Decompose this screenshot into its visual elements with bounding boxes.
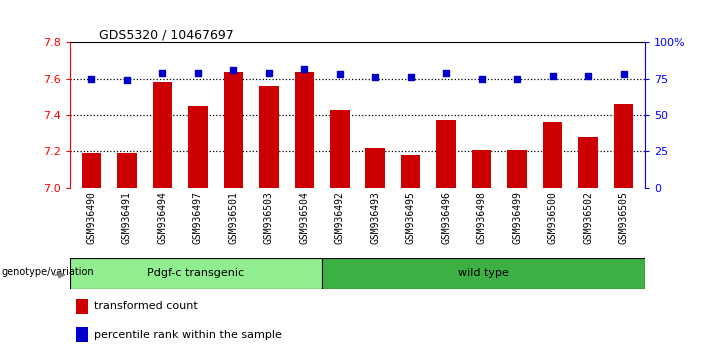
Bar: [70, 258, 322, 289]
Bar: [437, 120, 456, 188]
Text: GSM936491: GSM936491: [122, 191, 132, 244]
Bar: [294, 72, 314, 188]
Point: [441, 70, 452, 76]
Bar: [322, 258, 645, 289]
Bar: [117, 153, 137, 188]
Text: percentile rank within the sample: percentile rank within the sample: [94, 330, 282, 339]
Bar: [401, 155, 421, 188]
Text: GDS5320 / 10467697: GDS5320 / 10467697: [99, 28, 233, 41]
Text: GSM936505: GSM936505: [618, 191, 629, 244]
Bar: [330, 110, 350, 188]
Text: GSM936492: GSM936492: [335, 191, 345, 244]
Bar: [614, 104, 634, 188]
Text: GSM936493: GSM936493: [370, 191, 380, 244]
Point: [334, 72, 346, 77]
Bar: [259, 86, 278, 188]
Point: [228, 67, 239, 73]
Point: [547, 73, 558, 79]
Text: GSM936504: GSM936504: [299, 191, 309, 244]
Bar: [543, 122, 562, 188]
Bar: [81, 153, 101, 188]
Text: GSM936498: GSM936498: [477, 191, 486, 244]
Point: [121, 78, 132, 83]
Text: GSM936495: GSM936495: [406, 191, 416, 244]
Point: [299, 66, 310, 72]
Text: transformed count: transformed count: [94, 301, 198, 311]
Point: [476, 76, 487, 82]
Point: [263, 70, 274, 76]
Bar: [472, 149, 491, 188]
Bar: [365, 148, 385, 188]
Bar: [188, 106, 207, 188]
Point: [369, 74, 381, 80]
Text: wild type: wild type: [458, 268, 509, 279]
Text: GSM936501: GSM936501: [229, 191, 238, 244]
Point: [86, 76, 97, 82]
Text: GSM936490: GSM936490: [86, 191, 97, 244]
Text: GSM936503: GSM936503: [264, 191, 274, 244]
Bar: [76, 299, 88, 314]
Text: genotype/variation: genotype/variation: [1, 267, 94, 277]
Point: [405, 74, 416, 80]
Point: [618, 72, 629, 77]
Text: Pdgf-c transgenic: Pdgf-c transgenic: [147, 268, 245, 279]
Point: [157, 70, 168, 76]
Text: GSM936494: GSM936494: [157, 191, 168, 244]
Bar: [578, 137, 598, 188]
Bar: [76, 327, 88, 342]
Text: GSM936502: GSM936502: [583, 191, 593, 244]
Point: [192, 70, 203, 76]
Point: [512, 76, 523, 82]
Text: GSM936499: GSM936499: [512, 191, 522, 244]
Text: GSM936500: GSM936500: [547, 191, 558, 244]
Point: [583, 73, 594, 79]
Bar: [153, 82, 172, 188]
Bar: [508, 149, 527, 188]
Bar: [224, 72, 243, 188]
Text: GSM936497: GSM936497: [193, 191, 203, 244]
Text: GSM936496: GSM936496: [441, 191, 451, 244]
